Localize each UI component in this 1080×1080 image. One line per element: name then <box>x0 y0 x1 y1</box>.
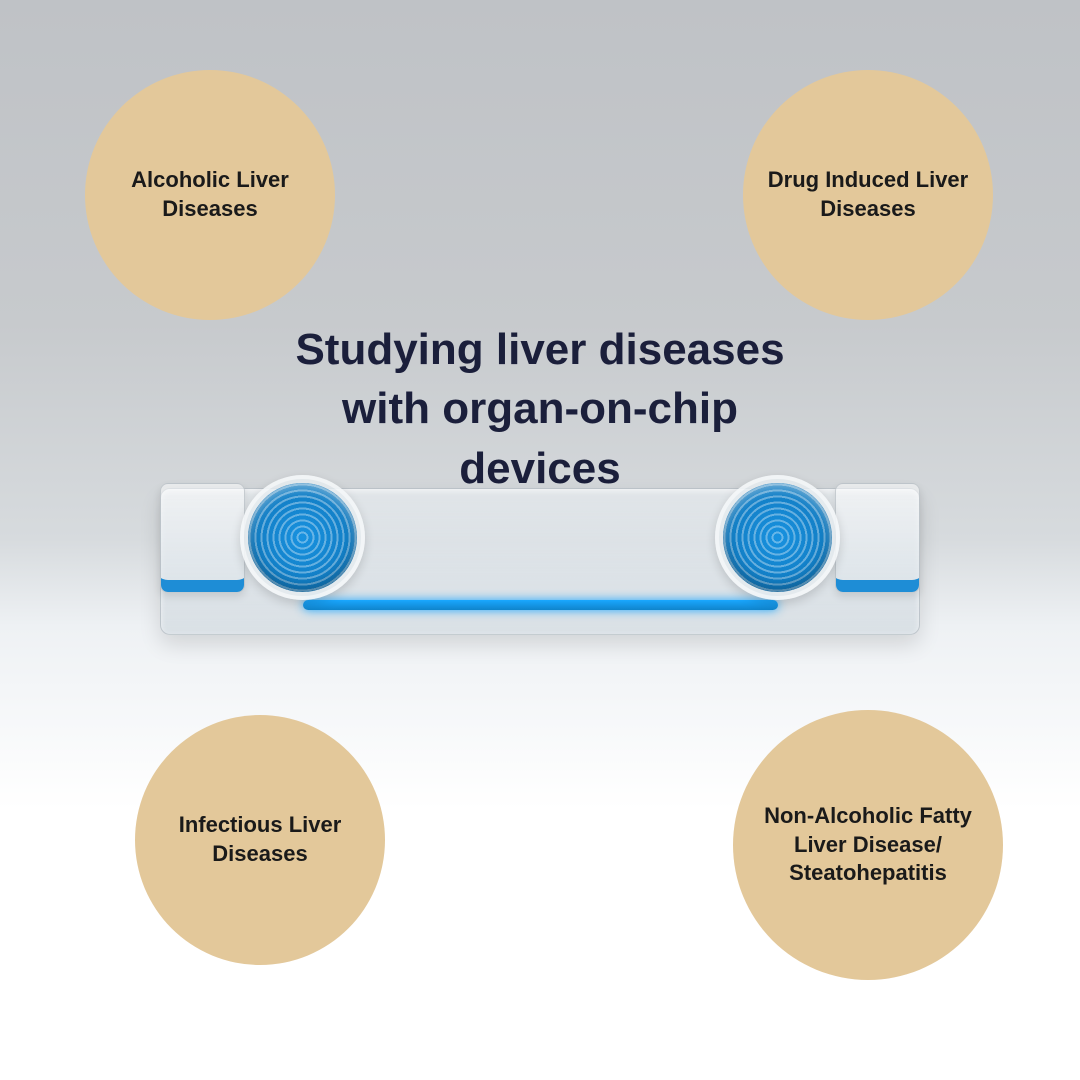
circle-infectious-liver-diseases: Infectious Liver Diseases <box>135 715 385 965</box>
device-left-port <box>240 475 365 600</box>
circle-drug-induced-liver-diseases: Drug Induced Liver Diseases <box>743 70 993 320</box>
organ-on-chip-device-illustration <box>160 450 920 635</box>
circle-label: Alcoholic Liver Diseases <box>107 166 313 223</box>
device-fluid-channel <box>303 600 778 610</box>
circle-alcoholic-liver-diseases: Alcoholic Liver Diseases <box>85 70 335 320</box>
circle-nafld-steatohepatitis: Non-Alcoholic Fatty Liver Disease/ Steat… <box>733 710 1003 980</box>
circle-label: Infectious Liver Diseases <box>157 811 363 868</box>
device-right-port <box>715 475 840 600</box>
circle-label: Non-Alcoholic Fatty Liver Disease/ Steat… <box>755 802 981 888</box>
device-right-block <box>835 483 920 593</box>
device-left-block <box>160 483 245 593</box>
circle-label: Drug Induced Liver Diseases <box>765 166 971 223</box>
